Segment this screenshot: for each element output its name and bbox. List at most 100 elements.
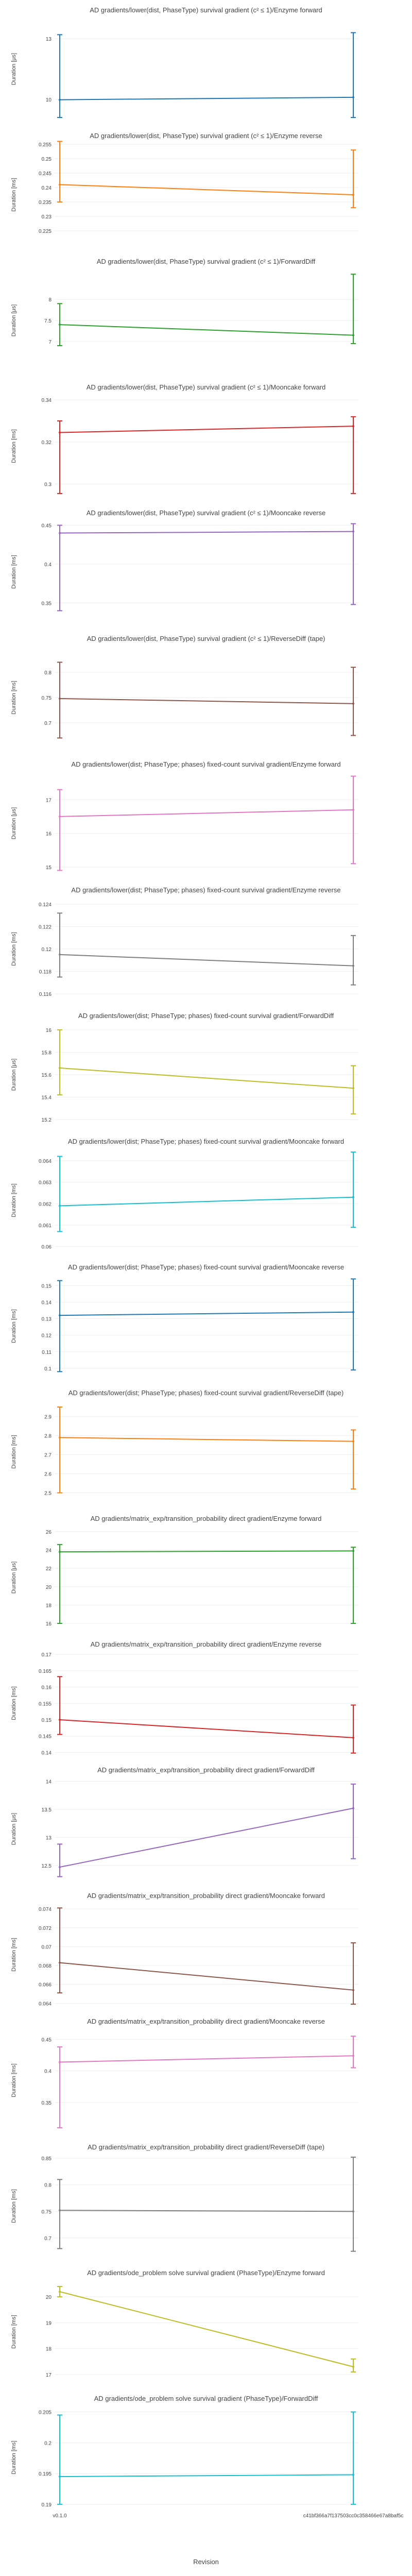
y-axis-label: Duration [ms] — [11, 2063, 17, 2097]
series-line — [59, 1311, 354, 1316]
data-point — [352, 1311, 354, 1313]
chart-7: AD gradients/lower(dist; PhaseType; phas… — [11, 760, 358, 871]
data-point — [59, 1719, 61, 1721]
y-tick-label: 0.8 — [44, 670, 52, 676]
y-tick-label: 0.45 — [42, 2037, 52, 2043]
y-tick-label: 0.24 — [42, 185, 52, 191]
y-tick-label: 0.1 — [44, 1366, 52, 1372]
chart-14: AD gradients/matrix_exp/transition_proba… — [11, 1640, 358, 1756]
y-tick-label: 7.5 — [44, 318, 52, 324]
y-tick-label: 0.34 — [42, 398, 52, 403]
series-line — [59, 1962, 354, 1991]
y-tick-label: 0.19 — [42, 2502, 52, 2508]
y-tick-label: 15.6 — [42, 1073, 52, 1078]
y-tick-label: 0.068 — [39, 1963, 52, 1969]
y-tick-label: 16 — [46, 1028, 52, 1033]
y-tick-label: 0.124 — [39, 902, 52, 908]
y-tick-label: 0.245 — [39, 171, 52, 177]
data-point — [59, 98, 61, 101]
y-tick-label: 18 — [46, 1603, 52, 1608]
y-tick-label: 0.15 — [42, 1283, 52, 1289]
series-line — [59, 954, 354, 967]
y-tick-label: 12.5 — [42, 1863, 52, 1869]
y-tick-label: 2.5 — [44, 1491, 52, 1497]
y-tick-label: 13.5 — [42, 1807, 52, 1813]
data-point — [352, 808, 354, 811]
y-tick-label: 19 — [46, 2320, 52, 2326]
series-line — [59, 531, 354, 534]
data-point — [352, 334, 354, 336]
y-tick-label: 18 — [46, 2347, 52, 2352]
data-point — [352, 964, 354, 967]
y-tick-label: 0.11 — [42, 1350, 52, 1355]
data-point — [352, 530, 354, 533]
y-tick-label: 24 — [46, 1548, 52, 1554]
y-tick-label: 0.074 — [39, 1907, 52, 1912]
y-tick-label: 0.12 — [42, 1333, 52, 1339]
y-tick-label: 15.8 — [42, 1050, 52, 1056]
chart-title: AD gradients/ode_problem solve survival … — [94, 2395, 318, 2402]
y-tick-label: 13 — [46, 1835, 52, 1841]
y-tick-label: 14 — [46, 1779, 52, 1785]
y-tick-label: 0.061 — [39, 1223, 52, 1229]
y-axis-label: Duration [μs] — [11, 1562, 17, 1594]
y-tick-label: 0.145 — [39, 1734, 52, 1740]
chart-title: AD gradients/lower(dist, PhaseType) surv… — [87, 383, 326, 391]
series-line — [59, 1719, 354, 1738]
y-axis-label: Duration [ms] — [11, 1183, 17, 1217]
chart-title: AD gradients/lower(dist, PhaseType) surv… — [87, 635, 325, 642]
y-tick-label: 16 — [46, 832, 52, 837]
chart-title: AD gradients/matrix_exp/transition_proba… — [87, 2018, 325, 2025]
y-tick-label: 0.12 — [42, 947, 52, 953]
data-point — [59, 1314, 61, 1317]
series-line — [59, 1550, 354, 1553]
data-point — [352, 1736, 354, 1739]
y-tick-label: 0.205 — [39, 2410, 52, 2416]
y-tick-label: 22 — [46, 1566, 52, 1572]
y-tick-label: 0.255 — [39, 142, 52, 148]
data-point — [352, 1550, 354, 1552]
chart-20: AD gradients/ode_problem solve survival … — [11, 2395, 358, 2508]
data-point — [352, 2365, 354, 2368]
chart-title: AD gradients/matrix_exp/transition_proba… — [91, 1640, 322, 1648]
y-tick-label: 0.16 — [42, 1685, 52, 1691]
y-axis-label: Duration [μs] — [11, 1059, 17, 1091]
y-tick-label: 26 — [46, 1530, 52, 1535]
chart-6: AD gradients/lower(dist, PhaseType) surv… — [11, 635, 358, 739]
y-axis-label: Duration [ms] — [11, 932, 17, 965]
y-tick-label: 0.14 — [42, 1300, 52, 1306]
series-line — [59, 96, 354, 100]
series-line — [59, 698, 354, 704]
series-line — [59, 2474, 354, 2478]
y-tick-label: 0.32 — [42, 440, 52, 446]
y-tick-label: 0.063 — [39, 1180, 52, 1186]
data-point — [59, 431, 61, 434]
data-point — [59, 1866, 61, 1869]
data-point — [59, 2476, 61, 2478]
y-tick-label: 0.35 — [42, 2100, 52, 2106]
chart-title: AD gradients/lower(dist; PhaseType; phas… — [68, 1263, 344, 1271]
data-point — [352, 1440, 354, 1443]
y-tick-label: 20 — [46, 1585, 52, 1590]
y-tick-label: 0.45 — [42, 523, 52, 529]
data-point — [59, 324, 61, 326]
series-line — [59, 184, 354, 195]
y-axis-label: Duration [ms] — [11, 681, 17, 714]
data-point — [352, 2055, 354, 2057]
chart-4: AD gradients/lower(dist, PhaseType) surv… — [11, 383, 358, 494]
y-tick-label: 0.13 — [42, 1317, 52, 1323]
y-axis-label: Duration [μs] — [11, 807, 17, 840]
y-tick-label: 0.2 — [44, 2441, 52, 2446]
y-tick-label: 0.07 — [42, 1944, 52, 1950]
chart-19: AD gradients/ode_problem solve survival … — [11, 2269, 358, 2378]
y-tick-label: 0.3 — [44, 482, 52, 488]
chart-title: AD gradients/lower(dist; PhaseType; phas… — [68, 1389, 344, 1397]
y-tick-label: 0.225 — [39, 229, 52, 234]
chart-title: AD gradients/matrix_exp/transition_proba… — [97, 1766, 315, 1774]
y-tick-label: 0.23 — [42, 214, 52, 220]
y-axis-label: Duration [ms] — [11, 2315, 17, 2348]
chart-title: AD gradients/lower(dist; PhaseType; phas… — [71, 886, 340, 894]
y-tick-label: 0.064 — [39, 2001, 52, 2007]
chart-13: AD gradients/matrix_exp/transition_proba… — [11, 1515, 358, 1627]
y-tick-label: 0.35 — [42, 601, 52, 606]
